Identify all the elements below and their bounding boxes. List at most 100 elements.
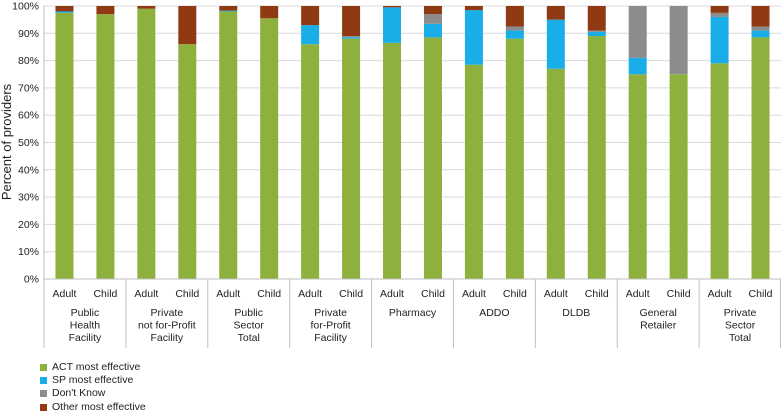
x-subcategory-label: Child [667,288,691,300]
legend-swatch [40,364,47,372]
y-tick-label: 90% [18,28,39,40]
bar-segment [505,6,524,27]
bar-segment [342,37,361,39]
bar-segment [342,38,361,280]
bar-segment [628,57,647,75]
x-group-label: Facility [314,332,347,344]
x-group-label: Private [314,307,347,319]
y-tick-label: 10% [18,246,39,258]
bar-segment [628,6,647,58]
x-subcategory-label: Child [503,288,527,300]
bar-segment [669,6,688,75]
x-subcategory-label: Adult [708,288,732,300]
x-subcategory-label: Adult [298,288,322,300]
bar-segment [546,19,565,69]
bar-segment [505,26,524,31]
bar-segment [96,6,115,15]
y-tick-label: 0% [24,274,39,286]
x-subcategory-label: Adult [380,288,404,300]
bar-segment [423,37,442,279]
bar-segment [301,44,320,279]
x-group-label: Public [234,307,263,319]
x-subcategory-label: Child [257,288,281,300]
y-tick-label: 100% [12,1,39,13]
x-group-label: Health [70,320,101,332]
legend-item: ACT most effective [40,361,146,374]
bar-segment [178,44,197,279]
x-group-label: ADDO [479,307,509,319]
bar-segment [423,23,442,38]
bar-segment [301,6,320,26]
y-tick-label: 50% [18,137,39,149]
bar-segment [710,16,729,64]
bar-segment [464,6,483,11]
legend-swatch [40,377,47,385]
bar-segment [464,64,483,279]
legend-label: SP most effective [52,374,134,387]
bar-segment [710,12,729,17]
legend-swatch [40,390,47,398]
bar-segment [219,6,238,11]
bar-segment [55,6,74,12]
x-subcategory-label: Child [175,288,199,300]
bar-segment [260,18,279,279]
x-group-label: General [639,307,676,319]
bar-segment [751,26,770,31]
bar-segment [137,6,156,9]
x-group-label: not for-Profit [138,320,196,332]
bar-segment [55,12,74,279]
bar-segment [301,25,320,45]
bar-segment [178,6,197,45]
bar-segment [587,31,606,37]
x-subcategory-label: Adult [53,288,77,300]
x-group-label: Sector [234,320,265,332]
bar-segment [751,30,770,38]
bar-segment [383,42,402,280]
bar-segment [587,36,606,279]
bar-segment [219,11,238,280]
x-subcategory-label: Child [585,288,609,300]
bar-segment [383,7,402,43]
legend-label: ACT most effective [52,361,141,373]
bars [55,6,770,280]
bar-segment [342,6,361,37]
x-group-label: Private [150,307,183,319]
bar-segment [505,30,524,39]
bar-segment [137,8,156,279]
y-axis: 0% 10% 20% 30% 40% 50% 60% 70% 80% 90% 100% [12,1,45,286]
bar-segment [546,6,565,20]
x-group-label: Facility [150,332,183,344]
bar-segment [751,37,770,279]
bar-segment [669,74,688,279]
x-group-label: for-Profit [310,320,350,332]
bar-segment [342,36,361,38]
legend-item: Don't Know [40,387,146,400]
x-subcategory-label: Child [339,288,363,300]
x-subcategory-label: Adult [626,288,650,300]
x-subcategory-label: Child [93,288,117,300]
x-group-label: Public [71,307,100,319]
x-subcategory-label: Adult [462,288,486,300]
legend-label: Don't Know [52,387,106,400]
bar-segment [96,14,115,279]
bar-segment [423,14,442,24]
y-tick-label: 70% [18,82,39,94]
legend-item: Other most effective [40,401,146,414]
legend-label: Other most effective [52,400,146,413]
x-subcategory-label: Child [749,288,773,300]
y-tick-label: 40% [18,164,39,176]
legend-swatch [40,403,47,411]
x-group-label: Pharmacy [389,307,437,319]
bar-segment [587,6,606,31]
bar-segment [55,11,74,13]
bar-segment [546,68,565,279]
legend: ACT most effective SP most effective Don't… [40,361,146,414]
gridlines [44,5,781,280]
bar-segment [505,38,524,280]
bar-segment [219,10,238,12]
bar-segment [628,74,647,279]
bar-segment [751,6,770,27]
x-group-label: Retailer [640,320,677,332]
bar-segment [587,30,606,32]
